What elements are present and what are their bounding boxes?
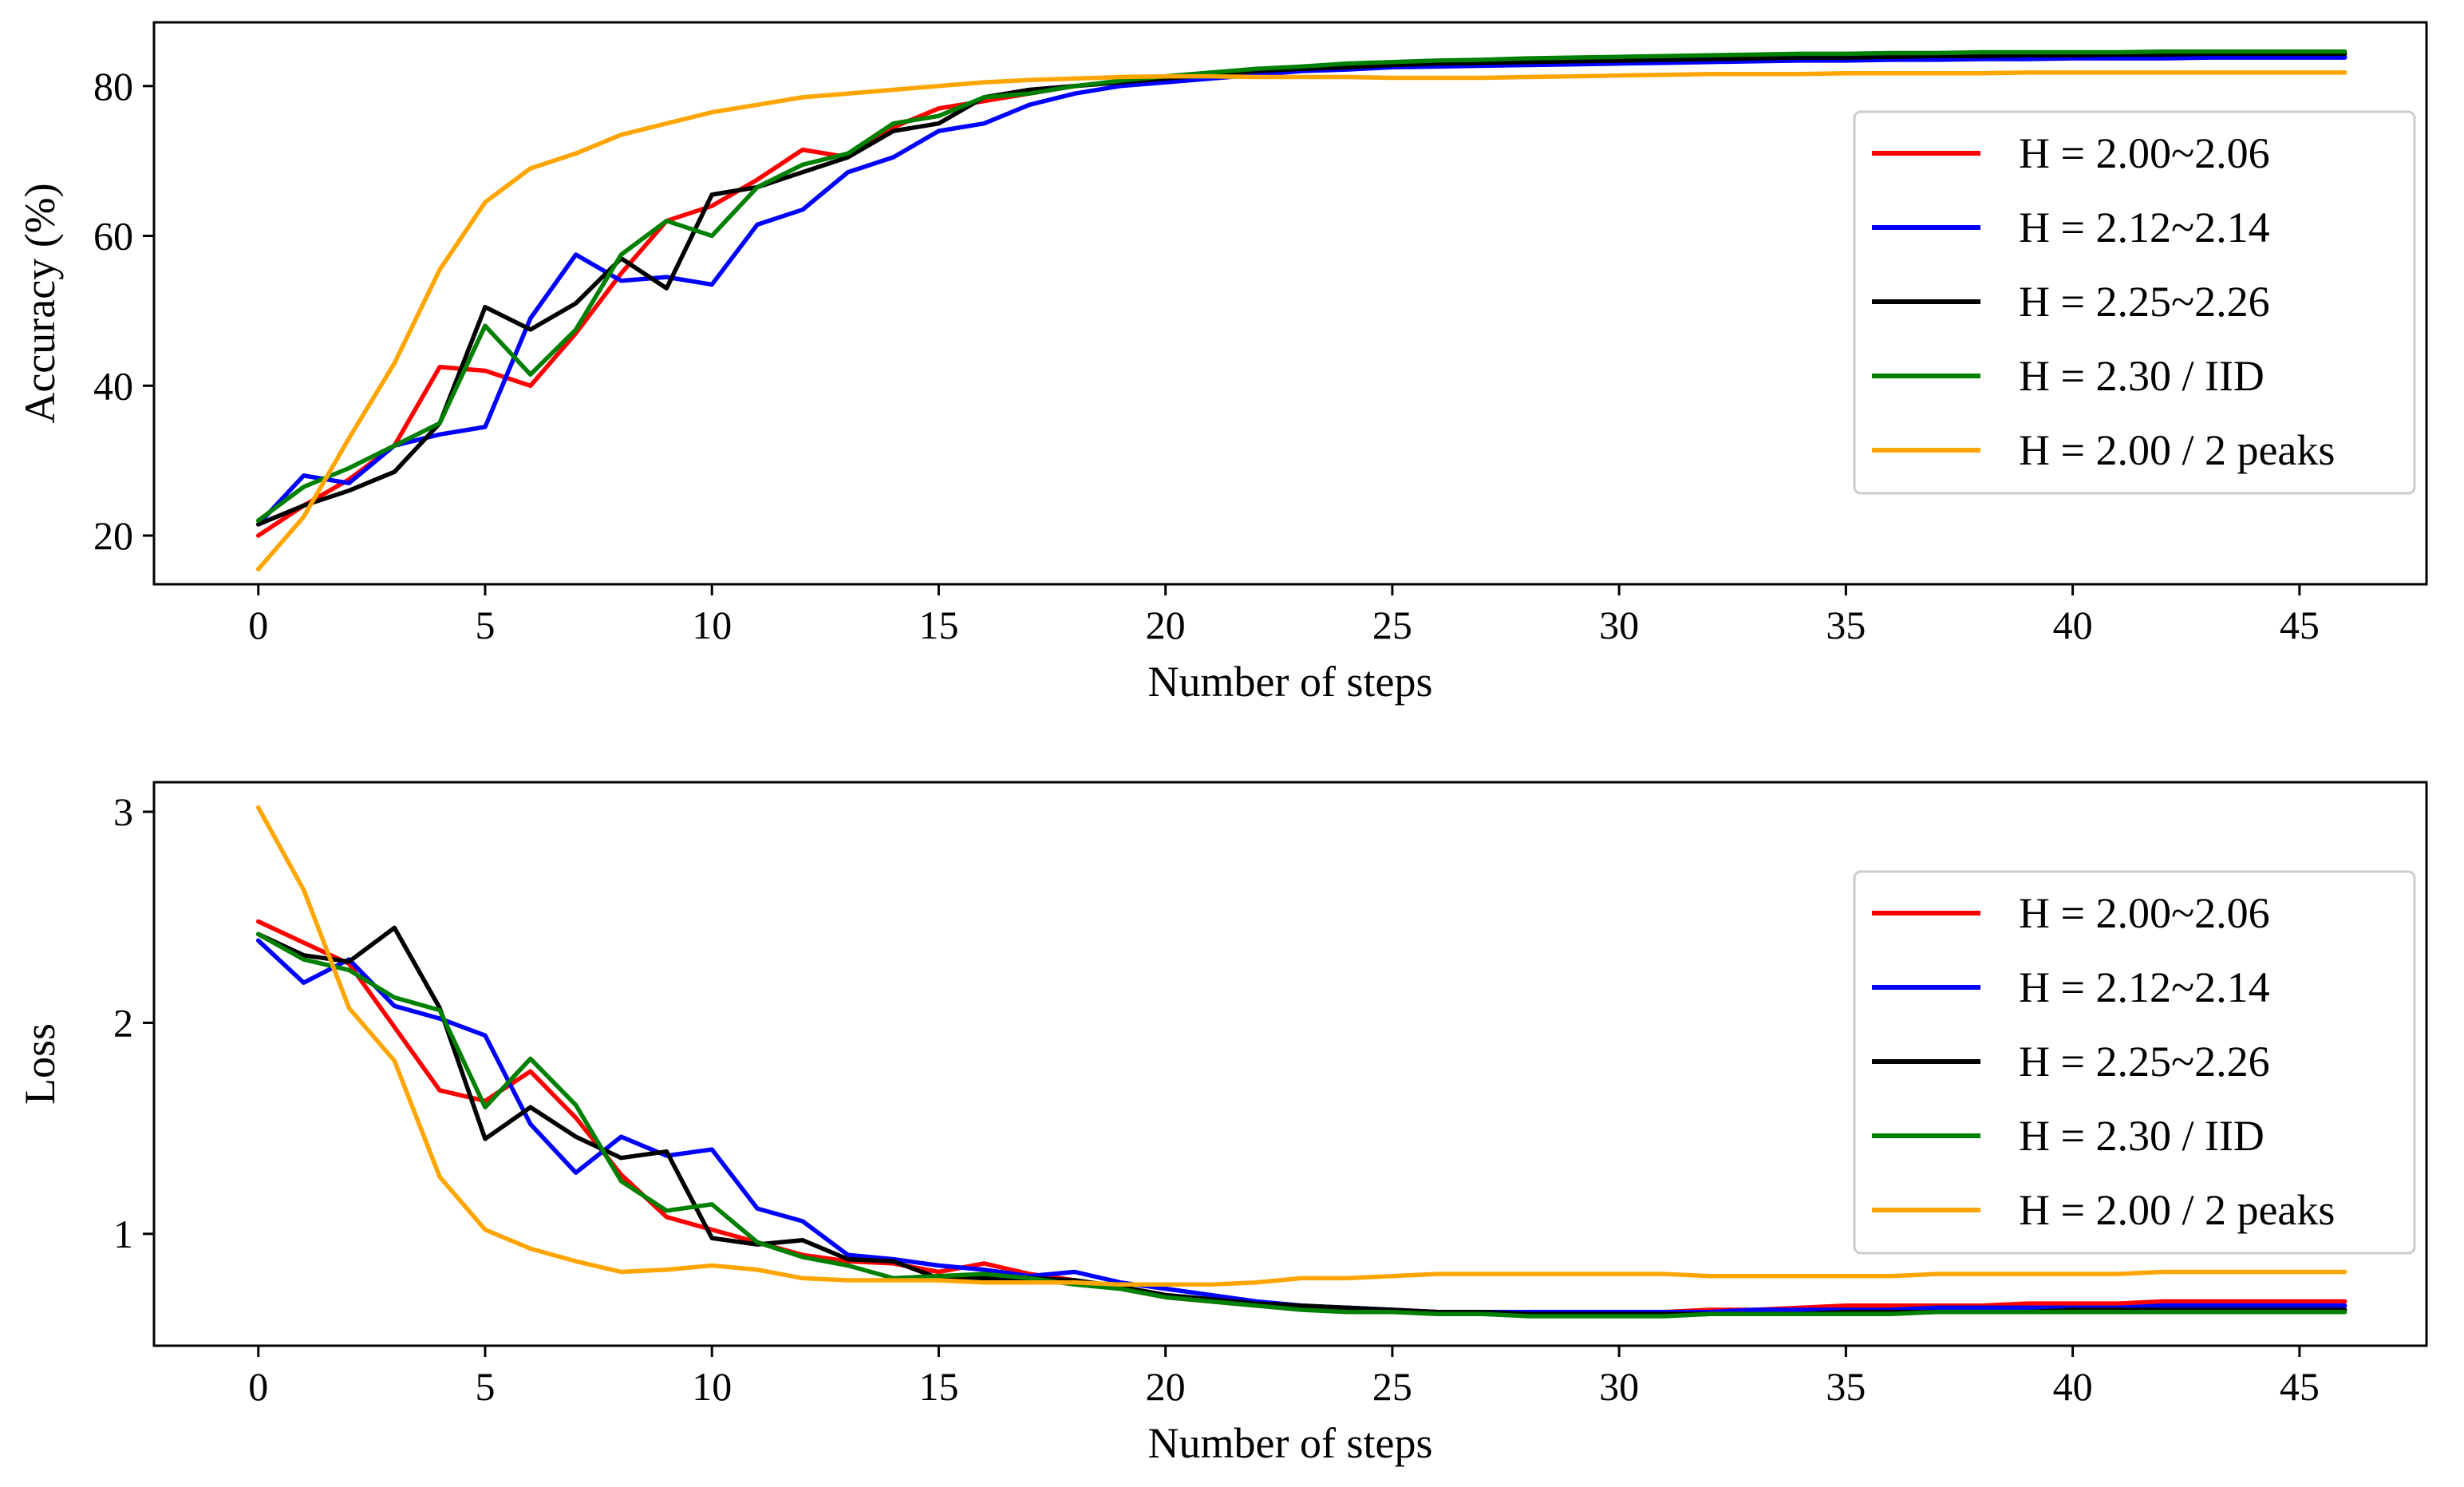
series-line-4	[255, 931, 2348, 1319]
legend-label: H = 2.30 / IID	[2019, 352, 2265, 400]
x-axis-label: Number of steps	[1148, 658, 1433, 706]
chart-panel-2: 0 5 10 15 20 25 30 35 40 45 1 2 3 Number of steps Loss…	[16, 781, 2428, 1467]
x-tick-label: 0	[248, 603, 268, 647]
series-lines	[255, 49, 2348, 571]
y-tick-label: 3	[113, 789, 133, 834]
legend-label: H = 2.00 / 2 peaks	[2019, 1186, 2335, 1234]
x-axis-label: Number of steps	[1148, 1419, 1433, 1467]
x-tick-label: 30	[1599, 1364, 1639, 1409]
legend-label: H = 2.12~2.14	[2019, 204, 2270, 251]
series-lines	[255, 805, 2348, 1319]
y-tick-label: 20	[93, 513, 133, 558]
y-tick-label: 60	[93, 214, 133, 259]
plot-area-frame	[152, 21, 2428, 586]
y-axis-label: Accuracy (%)	[16, 183, 64, 423]
x-tick-label: 45	[2280, 603, 2320, 647]
legend-box	[1853, 110, 2416, 495]
legend-label: H = 2.00 / 2 peaks	[2019, 426, 2335, 474]
series-line-3	[255, 51, 2348, 527]
plot-area-frame	[152, 781, 2428, 1347]
x-tick-label: 25	[1372, 603, 1412, 647]
x-tick-label: 10	[692, 1364, 732, 1409]
x-tick-label: 0	[248, 1364, 268, 1409]
x-tick-label: 45	[2280, 1364, 2320, 1409]
x-tick-label: 15	[918, 603, 958, 647]
y-tick-label: 40	[93, 363, 133, 408]
x-tick-label: 40	[2053, 1364, 2093, 1409]
legend-label: H = 2.25~2.26	[2019, 278, 2270, 326]
legend: H = 2.00~2.06 H = 2.12~2.14 H = 2.25~2.26 H…	[1853, 870, 2416, 1255]
legend-label: H = 2.30 / IID	[2019, 1112, 2265, 1160]
x-tick-label: 15	[918, 1364, 958, 1409]
x-tick-label: 10	[692, 603, 732, 647]
x-tick-label: 35	[1826, 603, 1866, 647]
y-axis-label: Loss	[16, 1023, 64, 1105]
x-tick-label: 35	[1826, 1364, 1866, 1409]
x-tick-label: 25	[1372, 1364, 1412, 1409]
series-line-5	[255, 805, 2348, 1287]
legend-label: H = 2.12~2.14	[2019, 963, 2270, 1011]
x-tick-label: 20	[1146, 1364, 1186, 1409]
y-tick-label: 1	[113, 1212, 133, 1256]
legend-label: H = 2.00~2.06	[2019, 129, 2270, 177]
chart-panel-1: 0 5 10 15 20 25 30 35 40 45 20 40 60 80 Number of step…	[16, 21, 2428, 706]
legend-label: H = 2.25~2.26	[2019, 1038, 2270, 1086]
x-tick-label: 40	[2053, 603, 2093, 647]
series-line-5	[255, 70, 2348, 571]
y-tick-label: 80	[93, 64, 133, 109]
x-tick-label: 5	[475, 1364, 495, 1409]
x-tick-label: 20	[1146, 603, 1186, 647]
legend-box	[1853, 870, 2416, 1255]
legend-label: H = 2.00~2.06	[2019, 889, 2270, 937]
x-tick-label: 30	[1599, 603, 1639, 647]
legend: H = 2.00~2.06 H = 2.12~2.14 H = 2.25~2.26 H…	[1853, 110, 2416, 495]
x-tick-label: 5	[475, 603, 495, 647]
y-tick-label: 2	[113, 1000, 133, 1045]
series-line-4	[255, 49, 2348, 523]
